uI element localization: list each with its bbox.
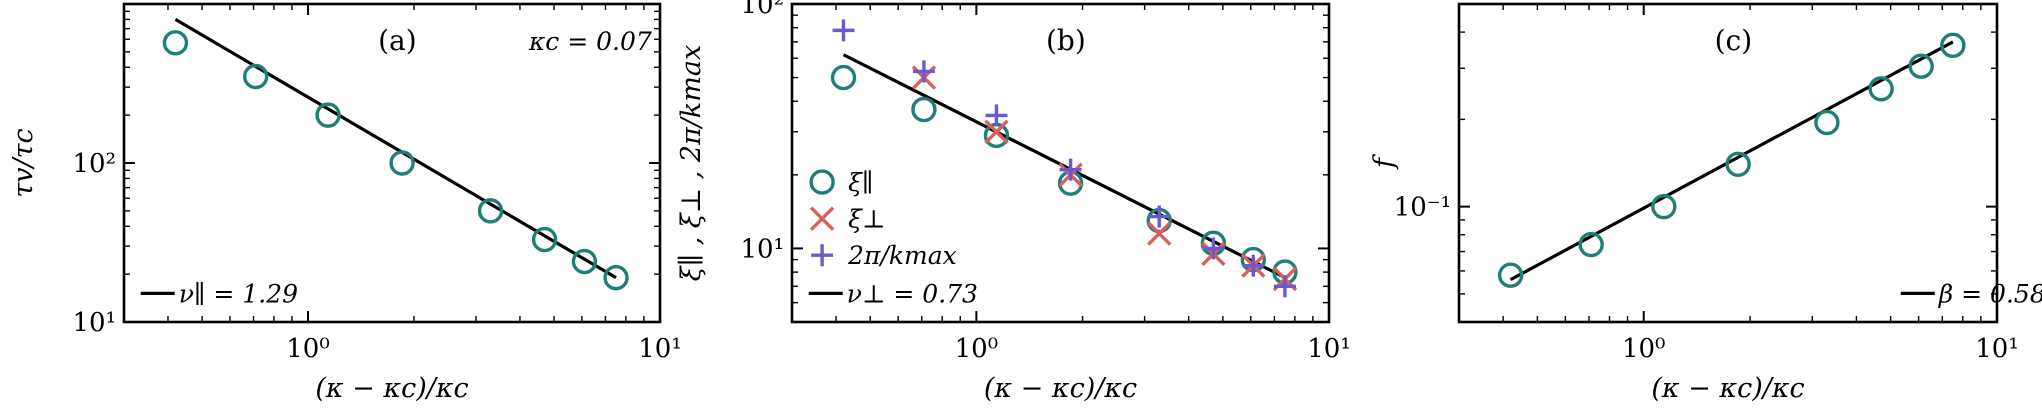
data-point-circle [162, 30, 189, 56]
x-axis-label: (κ − κc)/κc [1651, 373, 1804, 404]
x-tick-label: 10⁰ [1622, 334, 1666, 364]
y-axis-label: ξ∥ , ξ⊥ , 2π/kmax [676, 45, 707, 281]
x-axis-label: (κ − κc)/κc [984, 373, 1137, 404]
data-point-plus [1202, 237, 1225, 260]
fit-line [174, 18, 617, 280]
data-point-plus [1242, 254, 1265, 277]
y-axis-label: f [1369, 154, 1400, 170]
legend-marker-circle [809, 169, 835, 195]
data-point-plus [832, 19, 855, 42]
legend-marker-x [809, 206, 835, 231]
panel-a: 10⁰ 10¹ 10¹ 10² (a) κc = 0.07 ν∥ = 1.29 (κ − κc… [8, 2, 682, 404]
legend-label: 2π/kmax [847, 241, 957, 270]
legend-label: ξ∥ [848, 168, 873, 197]
x-tick-label: 10¹ [1307, 334, 1351, 364]
series-plus [832, 19, 1296, 298]
x-tick-label: 10⁰ [286, 334, 330, 364]
y-axis-label: τv/τc [8, 128, 39, 197]
panel-label: (a) [378, 24, 417, 57]
data-point-circle [1940, 32, 1966, 59]
data-point-circle [1908, 53, 1934, 79]
y-tick-label: 10¹ [72, 308, 116, 338]
series-circle [162, 30, 629, 291]
y-tick-label: 10¹ [740, 234, 784, 264]
x-tick-label: 10⁰ [955, 334, 999, 364]
series-x [911, 65, 1298, 292]
data-point-plus [985, 104, 1008, 127]
x-tick-label: 10¹ [1975, 334, 2019, 364]
data-point-circle [315, 102, 341, 128]
data-point-plus [1059, 158, 1082, 181]
data-point-circle [389, 150, 415, 176]
data-point-circle [571, 248, 598, 275]
data-point-circle [531, 226, 558, 253]
legend-label: ξ⊥ [848, 205, 885, 234]
data-point-circle [1578, 231, 1604, 258]
data-point-circle [830, 64, 857, 91]
fit-legend-label: ν∥ = 1.29 [179, 279, 298, 308]
fit-legend-label: β = 0.58 [1938, 279, 2042, 308]
data-point-circle [911, 96, 937, 123]
data-point-plus [1148, 205, 1171, 228]
kappa-c-annotation: κc = 0.07 [528, 27, 652, 56]
data-point-x [1147, 221, 1172, 246]
series-circle [1497, 32, 1966, 288]
y-tick-label: 10² [740, 0, 784, 20]
axes-frame [790, 2, 1331, 324]
data-point-circle [603, 264, 629, 291]
data-point-plus [912, 60, 935, 83]
panel-label: (c) [1715, 24, 1753, 57]
data-point-circle [1868, 76, 1894, 102]
fit-line [1509, 40, 1954, 282]
legend-marker-plus [811, 244, 834, 267]
panel-label: (b) [1046, 24, 1086, 57]
x-axis-label: (κ − κc)/κc [315, 373, 468, 404]
data-point-circle [1651, 193, 1677, 220]
data-point-x [984, 119, 1009, 145]
y-tick-label: 10² [72, 149, 116, 179]
axes-frame [122, 2, 662, 324]
data-point-circle [477, 198, 504, 224]
axes-frame [1457, 2, 1999, 324]
data-point-circle [242, 63, 269, 90]
y-tick-label: 10⁻¹ [1394, 193, 1451, 223]
x-tick-label: 10¹ [638, 334, 682, 364]
panel-c: 10⁰ 10¹ 10⁻¹ (c) β = 0.58 (κ − κc)/κc f [1369, 2, 2042, 404]
data-point-circle [1814, 109, 1840, 136]
data-point-circle [1725, 151, 1751, 177]
panel-b: 10⁰ 10¹ 10¹ 10² (b) ξ∥ ξ⊥ 2π/kmax ν⊥ = 0.73 (κ − … [676, 0, 1351, 404]
data-point-circle [1497, 262, 1524, 288]
fit-legend-label: ν⊥ = 0.73 [847, 279, 978, 308]
data-point-plus [1273, 275, 1296, 298]
